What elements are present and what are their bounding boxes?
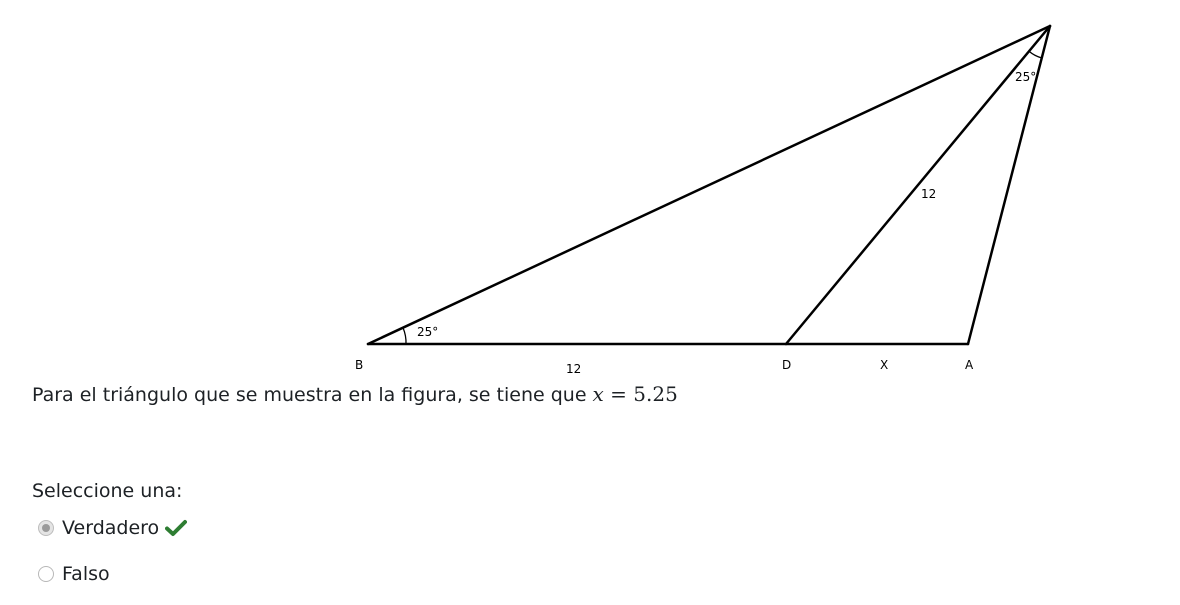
segment-cd: [784, 24, 1052, 346]
segment-ca: [966, 24, 1052, 346]
segment-bd-label: 12: [566, 362, 581, 376]
select-one-prompt: Seleccione una:: [32, 480, 183, 502]
triangle-figure: 25° 25° 12 B 12 D X A: [355, 24, 1052, 376]
segment-da-label: X: [880, 358, 888, 372]
vertex-b-label: B: [355, 358, 363, 372]
angle-c-arc: [1028, 50, 1042, 59]
vertex-d-label: D: [782, 358, 791, 372]
option-falso[interactable]: Falso: [38, 559, 110, 589]
correct-check-icon: [165, 520, 188, 536]
segment-cd-label: 12: [921, 187, 936, 201]
radio-falso[interactable]: [38, 566, 54, 582]
vertex-a-label: A: [965, 358, 974, 372]
question-statement: Para el triángulo que se muestra en la f…: [32, 384, 593, 406]
angle-b-label: 25°: [417, 325, 438, 339]
option-verdadero-label[interactable]: Verdadero: [62, 517, 160, 539]
segment-bc: [366, 24, 1052, 346]
angle-b-arc: [402, 327, 407, 345]
equation-value: = 5.25: [603, 382, 678, 406]
question-text: Para el triángulo que se muestra en la f…: [32, 380, 678, 409]
angle-c-label: 25°: [1015, 70, 1036, 84]
option-verdadero[interactable]: Verdadero: [38, 513, 188, 543]
radio-verdadero[interactable]: [38, 520, 54, 536]
question-equation: x = 5.25: [593, 382, 678, 406]
option-falso-label[interactable]: Falso: [62, 563, 110, 585]
equation-variable: x: [592, 382, 604, 406]
